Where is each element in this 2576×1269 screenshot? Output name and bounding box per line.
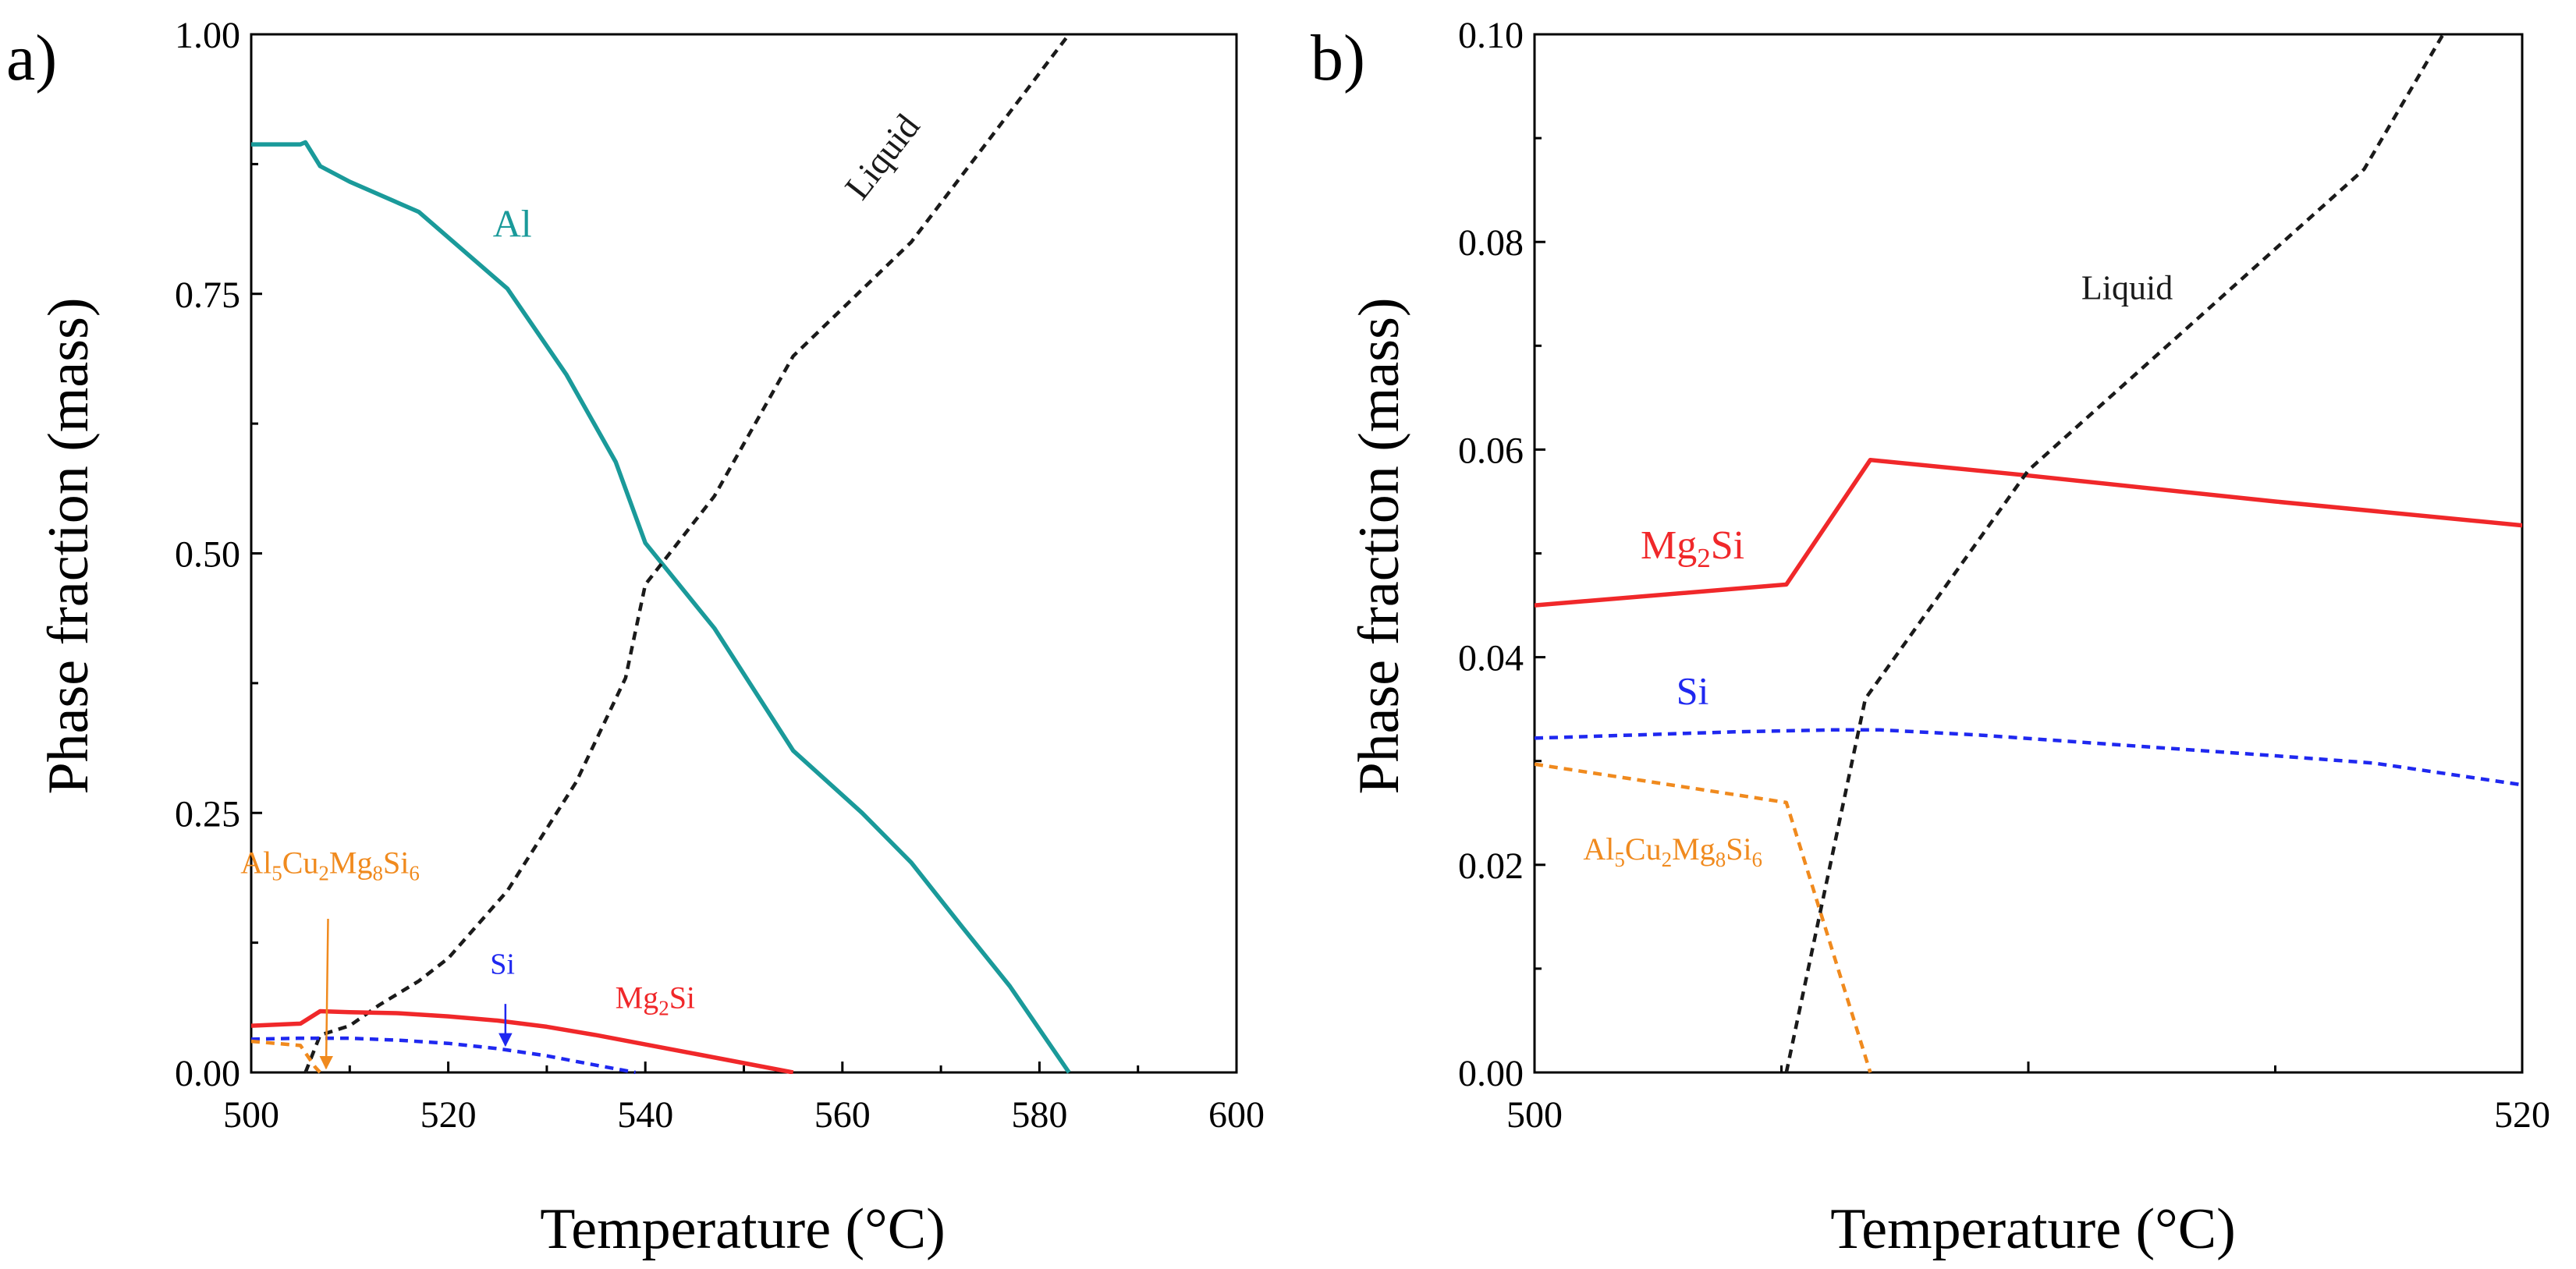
y-axis-label-a: Phase fraction (mass) bbox=[37, 297, 101, 794]
panel-label-a: a) bbox=[6, 22, 57, 94]
annotation-arrow-al5-a bbox=[319, 918, 333, 1070]
series-label-al5cu2mg8si6-b: Al5Cu2Mg8Si6 bbox=[1583, 831, 1762, 871]
series-label-liquid-a: Liquid bbox=[837, 107, 928, 207]
x-tick-label-a: 500 bbox=[223, 1094, 279, 1136]
y-tick-label-b: 0.00 bbox=[1458, 1053, 1524, 1094]
y-tick-label-b: 0.10 bbox=[1458, 15, 1524, 56]
x-tick-label-a: 520 bbox=[420, 1094, 477, 1136]
panel-label-b: b) bbox=[1311, 22, 1365, 94]
series-line-al5cu2mg8si6-a bbox=[251, 1039, 322, 1074]
series-label-mg2si-a: Mg2Si bbox=[616, 980, 695, 1019]
series-line-mg2si-b bbox=[1535, 457, 2522, 608]
chart-panel-b: b) Phase fraction (mass) Temperature (°C… bbox=[1311, 15, 2550, 1261]
series-line-liquid-b bbox=[1784, 33, 2445, 1073]
x-tick-label-a: 540 bbox=[617, 1094, 673, 1136]
x-tick-label-b: 520 bbox=[2494, 1094, 2550, 1136]
y-tick-label-a: 1.00 bbox=[175, 15, 240, 56]
series-line-al-a bbox=[251, 140, 1071, 1074]
x-tick-label-a: 560 bbox=[814, 1094, 871, 1136]
y-axis-label-b: Phase fraction (mass) bbox=[1347, 297, 1411, 794]
series-line-liquid-a bbox=[303, 33, 1071, 1073]
series-label-al-a: Al bbox=[493, 202, 532, 246]
series-label-al5cu2mg8si6-a: Al5Cu2Mg8Si6 bbox=[240, 845, 420, 884]
series-line-si-a bbox=[251, 1036, 637, 1074]
x-tick-label-b: 500 bbox=[1506, 1094, 1563, 1136]
chart-panel-a: a) Phase fraction (mass) Temperature (°C… bbox=[6, 15, 1265, 1261]
y-tick-label-a: 0.75 bbox=[175, 275, 240, 316]
series-label-si-a: Si bbox=[490, 948, 515, 981]
x-axis-label-b: Temperature (°C) bbox=[1830, 1197, 2236, 1261]
y-tick-label-b: 0.04 bbox=[1458, 638, 1524, 679]
series-line-al5cu2mg8si6-b bbox=[1535, 762, 1872, 1073]
x-tick-label-a: 580 bbox=[1011, 1094, 1067, 1136]
x-axis-label-a: Temperature (°C) bbox=[540, 1197, 946, 1261]
series-line-mg2si-a bbox=[251, 1008, 794, 1074]
y-tick-label-b: 0.06 bbox=[1458, 430, 1524, 471]
x-tick-label-a: 600 bbox=[1208, 1094, 1265, 1136]
y-tick-label-a: 0.50 bbox=[175, 534, 240, 576]
series-label-mg2si-b: Mg2Si bbox=[1641, 523, 1744, 573]
y-tick-label-a: 0.25 bbox=[175, 793, 240, 835]
series-label-si-b: Si bbox=[1677, 668, 1709, 712]
plot-frame-a bbox=[250, 33, 1238, 1074]
y-tick-label-a: 0.00 bbox=[175, 1053, 240, 1094]
series-line-si-b bbox=[1535, 728, 2522, 787]
y-tick-label-b: 0.02 bbox=[1458, 845, 1524, 887]
series-label-liquid-b: Liquid bbox=[2081, 268, 2173, 307]
y-tick-label-b: 0.08 bbox=[1458, 222, 1524, 264]
